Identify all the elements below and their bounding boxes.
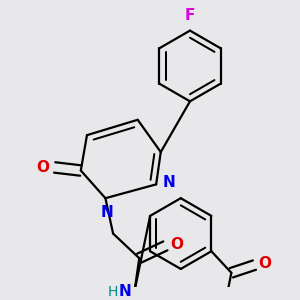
Text: H: H [107,285,118,299]
Text: F: F [185,8,195,23]
Text: N: N [100,205,113,220]
Text: O: O [170,237,183,252]
Text: N: N [163,175,176,190]
Text: O: O [36,160,49,175]
Text: O: O [258,256,271,271]
Text: N: N [118,284,131,299]
